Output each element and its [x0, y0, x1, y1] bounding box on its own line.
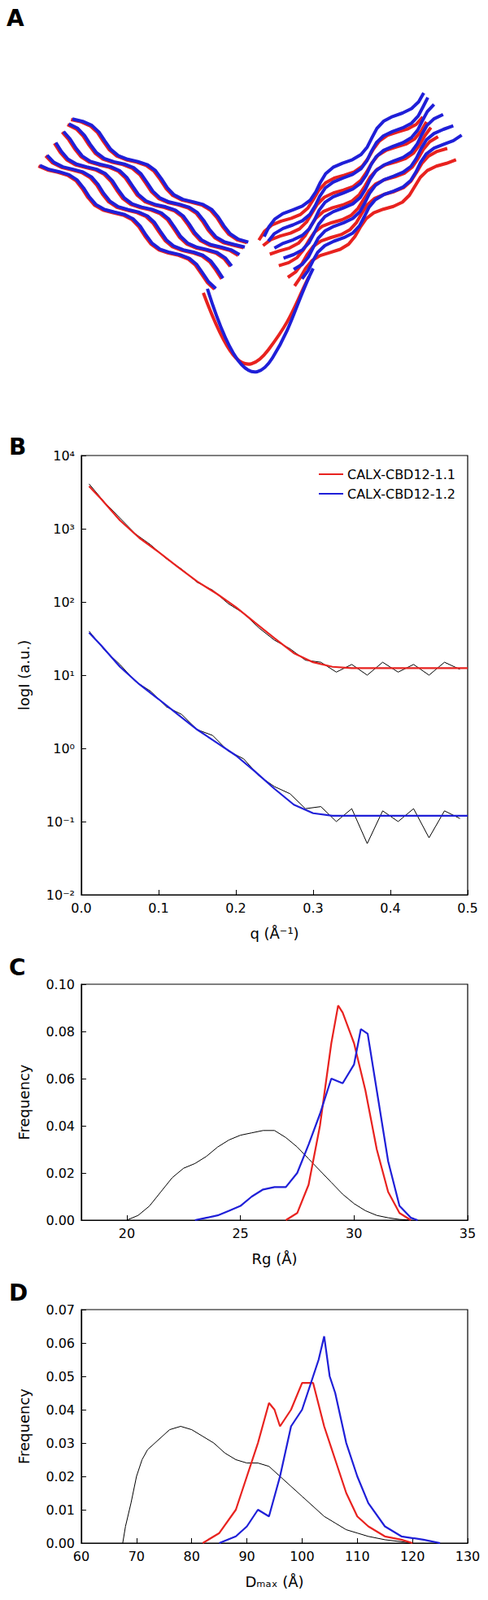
svg-text:10⁴: 10⁴: [52, 448, 75, 464]
svg-text:Frequency: Frequency: [15, 1388, 33, 1464]
svg-text:0.02: 0.02: [45, 1165, 75, 1181]
svg-text:120: 120: [400, 1548, 426, 1565]
svg-text:0.05: 0.05: [45, 1368, 75, 1385]
svg-text:0.03: 0.03: [45, 1435, 75, 1451]
svg-text:0.0: 0.0: [70, 900, 92, 916]
svg-text:60: 60: [73, 1548, 90, 1565]
svg-text:10¹: 10¹: [52, 667, 75, 684]
svg-text:0.10: 0.10: [45, 976, 75, 993]
svg-text:80: 80: [183, 1548, 201, 1565]
svg-text:0.1: 0.1: [148, 900, 169, 916]
svg-text:0.02: 0.02: [45, 1468, 75, 1485]
svg-text:30: 30: [345, 1225, 362, 1242]
svg-text:0.4: 0.4: [379, 900, 401, 916]
svg-text:B: B: [8, 433, 27, 461]
svg-text:0.06: 0.06: [45, 1071, 75, 1087]
svg-text:20: 20: [118, 1225, 136, 1242]
svg-text:0.00: 0.00: [45, 1212, 75, 1229]
svg-text:90: 90: [238, 1548, 255, 1565]
svg-text:0.01: 0.01: [45, 1502, 75, 1518]
svg-text:0.04: 0.04: [45, 1118, 75, 1134]
svg-text:q (Å⁻¹): q (Å⁻¹): [249, 924, 299, 942]
svg-text:0.5: 0.5: [457, 900, 478, 916]
svg-text:D: D: [8, 1279, 28, 1307]
svg-text:35: 35: [459, 1225, 476, 1242]
svg-text:C: C: [8, 954, 27, 981]
svg-text:100: 100: [289, 1548, 315, 1565]
svg-text:0.04: 0.04: [45, 1402, 75, 1418]
svg-text:0.2: 0.2: [225, 900, 246, 916]
svg-text:Dₘₐₓ (Å): Dₘₐₓ (Å): [244, 1572, 304, 1591]
svg-text:0.07: 0.07: [45, 1302, 75, 1318]
svg-text:110: 110: [344, 1548, 371, 1565]
svg-text:25: 25: [231, 1225, 249, 1242]
svg-text:A: A: [6, 4, 25, 32]
svg-text:0.00: 0.00: [45, 1535, 75, 1552]
svg-text:CALX-CBD12-1.1: CALX-CBD12-1.1: [347, 466, 456, 483]
svg-text:logI (a.u.): logI (a.u.): [15, 640, 33, 711]
svg-text:CALX-CBD12-1.2: CALX-CBD12-1.2: [347, 486, 456, 502]
svg-text:70: 70: [128, 1548, 145, 1565]
svg-text:0.08: 0.08: [45, 1023, 75, 1040]
svg-text:0.06: 0.06: [45, 1335, 75, 1351]
svg-text:10⁰: 10⁰: [52, 740, 75, 757]
svg-text:0.3: 0.3: [302, 900, 323, 916]
svg-text:10³: 10³: [52, 521, 75, 537]
svg-text:10⁻¹: 10⁻¹: [46, 814, 75, 830]
svg-text:10²: 10²: [52, 594, 75, 610]
svg-text:10⁻²: 10⁻²: [46, 886, 75, 903]
svg-text:130: 130: [455, 1548, 481, 1565]
svg-text:Frequency: Frequency: [15, 1063, 33, 1140]
svg-text:Rg (Å): Rg (Å): [251, 1250, 297, 1268]
